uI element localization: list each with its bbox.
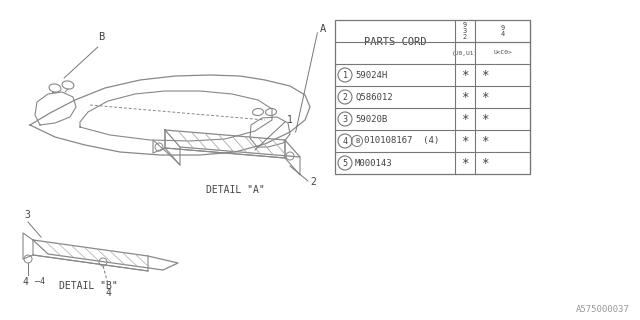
Text: *: * (481, 91, 489, 103)
Bar (335, 20, 530, 174)
Text: *: * (461, 156, 468, 170)
Text: *: * (481, 68, 489, 82)
Text: 4: 4 (106, 288, 112, 298)
Text: *: * (461, 91, 468, 103)
Text: 59024H: 59024H (355, 70, 387, 79)
Text: 4: 4 (342, 137, 348, 146)
Text: *: * (461, 113, 468, 125)
Text: *: * (481, 156, 489, 170)
Text: 2: 2 (310, 177, 316, 187)
Text: 1: 1 (287, 115, 293, 125)
Text: 9
4: 9 4 (500, 25, 504, 37)
Text: DETAIL "A": DETAIL "A" (205, 185, 264, 195)
Text: *: * (461, 134, 468, 148)
Text: M000143: M000143 (355, 158, 392, 167)
Text: B: B (98, 32, 104, 42)
Text: *: * (481, 134, 489, 148)
Text: 4: 4 (22, 277, 28, 287)
Text: DETAIL "B": DETAIL "B" (59, 281, 117, 291)
Text: 2: 2 (342, 92, 348, 101)
Text: B: B (355, 138, 359, 144)
Text: 3: 3 (24, 210, 30, 220)
Text: Q586012: Q586012 (355, 92, 392, 101)
Text: U<C0>: U<C0> (493, 51, 512, 55)
Text: *: * (461, 68, 468, 82)
Text: A575000037: A575000037 (576, 305, 630, 314)
Text: 010108167  (4): 010108167 (4) (364, 137, 439, 146)
Text: 3: 3 (342, 115, 348, 124)
Text: 5: 5 (342, 158, 348, 167)
Text: *: * (481, 113, 489, 125)
Text: —4: —4 (35, 277, 45, 286)
Text: 1: 1 (342, 70, 348, 79)
Text: PARTS CORD: PARTS CORD (364, 37, 426, 47)
Text: 59020B: 59020B (355, 115, 387, 124)
Text: 9
3
2: 9 3 2 (463, 22, 467, 40)
Text: (U0,U1): (U0,U1) (452, 51, 478, 55)
Text: A: A (320, 24, 326, 34)
